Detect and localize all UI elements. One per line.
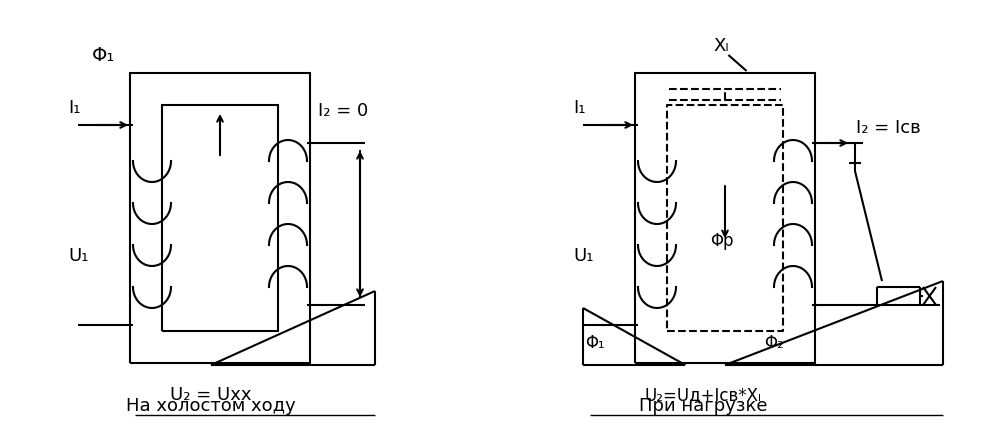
Text: При нагрузке: При нагрузке	[639, 397, 767, 415]
Text: U₁: U₁	[573, 247, 593, 265]
Text: I₂ = Iсв: I₂ = Iсв	[856, 119, 920, 137]
Text: Φр: Φр	[711, 232, 734, 250]
Text: Φ₁: Φ₁	[92, 46, 115, 65]
Text: U₂ = Uхх: U₂ = Uхх	[170, 386, 252, 404]
Text: Xₗ: Xₗ	[713, 37, 729, 55]
Text: Φ₂: Φ₂	[764, 334, 784, 352]
Text: I₁: I₁	[573, 99, 585, 117]
Text: U₁: U₁	[68, 247, 89, 265]
Text: I₂ = 0: I₂ = 0	[318, 102, 369, 120]
Text: I₁: I₁	[68, 99, 81, 117]
Text: На холостом ходу: На холостом ходу	[126, 397, 296, 415]
Text: U₂=Uд+Iсв*Xₗ: U₂=Uд+Iсв*Xₗ	[644, 386, 762, 404]
Text: Φ₁: Φ₁	[585, 334, 604, 352]
